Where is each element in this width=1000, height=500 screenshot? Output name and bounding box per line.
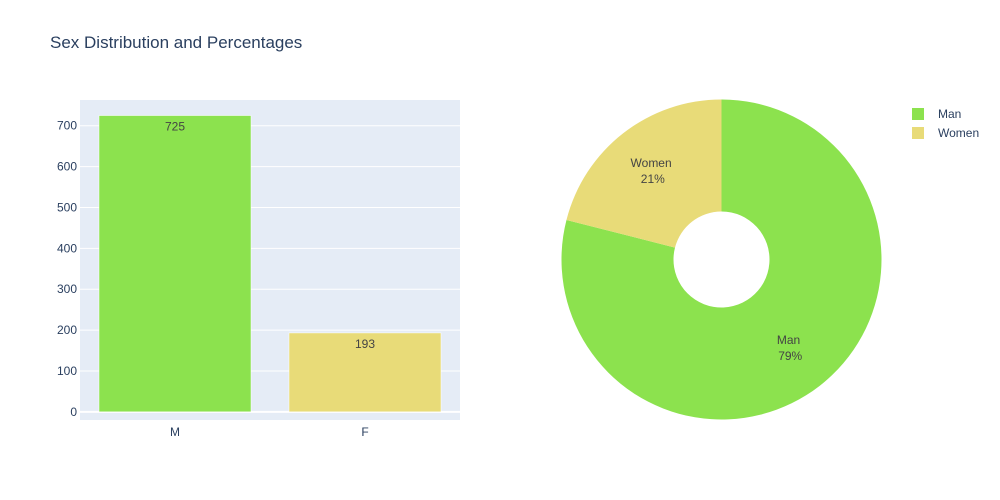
bar-series (98, 115, 442, 413)
slice-name-man: Man (777, 333, 800, 347)
slice-label-man: Man 79% (777, 333, 804, 363)
donut-slices (561, 99, 882, 420)
y-tick-label: 100 (57, 364, 77, 378)
legend-label-man: Man (938, 107, 961, 121)
donut-slice-labels: Man 79% Women 21% (631, 156, 804, 363)
bar-chart: 0 100 200 300 400 500 600 700 725 193 M … (57, 100, 460, 439)
legend-item-man[interactable]: Man (912, 107, 961, 121)
y-tick-label: 500 (57, 200, 77, 214)
legend-label-women: Women (938, 126, 979, 140)
slice-name-women: Women (631, 156, 672, 170)
bar-data-label-m: 725 (165, 120, 185, 134)
donut-slice-women[interactable] (566, 99, 722, 248)
donut-slice-man[interactable] (561, 99, 882, 420)
y-tick-label: 400 (57, 241, 77, 255)
legend-swatch-man (912, 108, 924, 120)
x-tick-label-m: M (170, 425, 180, 439)
bar-f[interactable] (288, 332, 442, 413)
legend-item-women[interactable]: Women (912, 126, 979, 140)
y-tick-label: 0 (70, 405, 77, 419)
bar-data-label-f: 193 (355, 337, 375, 351)
bar-data-labels: 725 193 (165, 120, 375, 351)
y-tick-label: 700 (57, 119, 77, 133)
donut-chart: Man 79% Women 21% (561, 99, 882, 420)
legend-swatch-women (912, 127, 924, 139)
bar-y-axis-ticks: 0 100 200 300 400 500 600 700 (57, 119, 77, 419)
bar-m[interactable] (98, 115, 252, 413)
y-tick-label: 200 (57, 323, 77, 337)
slice-label-women: Women 21% (631, 156, 675, 186)
slice-percent-man: 79% (778, 349, 802, 363)
x-tick-label-f: F (361, 425, 368, 439)
y-tick-label: 300 (57, 282, 77, 296)
slice-percent-women: 21% (641, 172, 665, 186)
chart-title: Sex Distribution and Percentages (50, 33, 303, 52)
bar-x-axis-ticks: M F (170, 425, 369, 439)
y-tick-label: 600 (57, 160, 77, 174)
legend: Man Women (912, 107, 979, 140)
